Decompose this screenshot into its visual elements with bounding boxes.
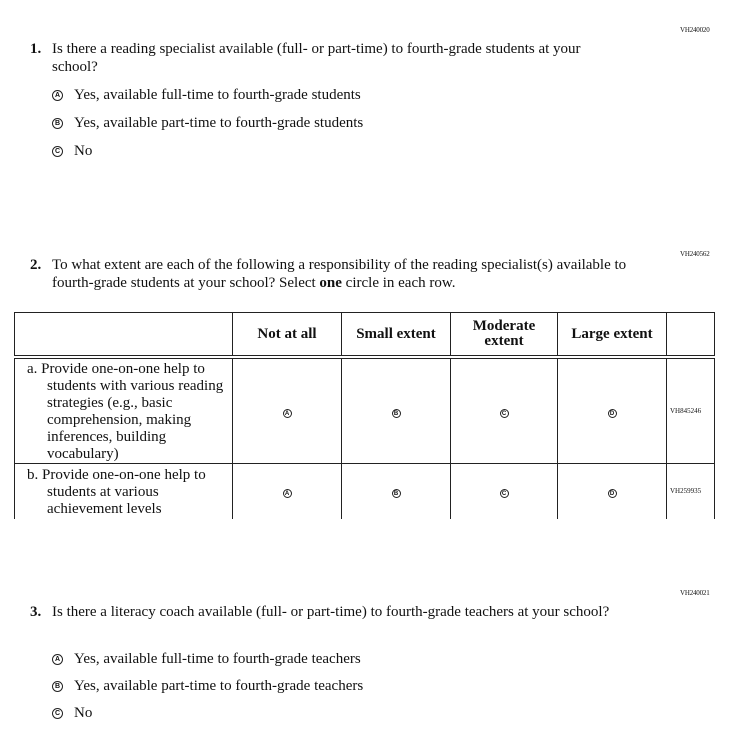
radio-bubble-icon[interactable]: C [52,708,63,719]
radio-bubble-icon[interactable]: A [282,409,292,418]
column-header: Not at all [232,312,342,359]
option-b[interactable]: B Yes, available part-time to fourth-grad… [52,115,363,132]
option-a[interactable]: A Yes, available full-time to fourth-grad… [52,651,361,668]
option-label: Yes, available full-time to fourth-grade… [74,87,361,103]
option-b[interactable]: B Yes, available part-time to fourth-grad… [52,678,363,695]
option-label: Yes, available part-time to fourth-grade… [74,115,364,131]
item-code: VH240020 [680,26,710,34]
option-a[interactable]: A Yes, available full-time to fourth-grad… [52,87,361,104]
radio-bubble-icon[interactable]: C [499,409,509,418]
item-code: VH845246 [666,356,715,464]
option-label: No [74,705,93,721]
radio-bubble-icon[interactable]: C [499,489,509,499]
option-c[interactable]: C No [52,143,92,160]
column-header: Moderate extent [450,312,558,359]
item-code: VH259935 [666,463,715,519]
question-number: 3. [30,604,42,620]
radio-bubble-icon[interactable]: D [607,409,617,418]
header-blank [14,312,233,359]
row-label: b. Provide one-on-one help to students a… [14,463,233,519]
radio-bubble-icon[interactable]: A [52,654,63,665]
question-1: 1. Is there a reading specialist availab… [30,40,630,76]
table-row: b. Provide one-on-one help to students a… [14,463,715,519]
item-code: VH240021 [680,589,710,597]
table-row: a. Provide one-on-one help to students w… [14,356,715,464]
response-table: Not at all Small extent Moderate extent … [14,312,715,519]
question-2: 2. To what extent are each of the follow… [30,256,630,292]
option-label: Yes, available part-time to fourth-grade… [74,678,364,694]
item-code: VH240562 [680,250,710,258]
option-label: Yes, available full-time to fourth-grade… [74,651,361,667]
header-blank [666,312,715,359]
emphasis: one [319,275,342,291]
option-label: No [74,143,93,159]
radio-bubble-icon[interactable]: A [282,489,292,499]
radio-bubble-icon[interactable]: D [607,489,617,499]
question-text: Is there a reading specialist available … [52,41,581,75]
question-3: 3. Is there a literacy coach available (… [30,603,610,621]
radio-bubble-icon[interactable]: B [52,681,63,692]
radio-bubble-icon[interactable]: B [52,118,63,129]
column-header: Large extent [557,312,667,359]
radio-bubble-icon[interactable]: C [52,146,63,157]
row-label: a. Provide one-on-one help to students w… [14,356,233,464]
radio-bubble-icon[interactable]: A [52,90,63,101]
question-number: 2. [30,257,42,273]
radio-bubble-icon[interactable]: B [391,489,401,499]
question-number: 1. [30,41,42,57]
column-header: Small extent [341,312,451,359]
question-text-end: circle in each row. [341,275,456,291]
question-text: Is there a literacy coach available (ful… [52,604,610,620]
question-text: To what extent are each of the following… [52,257,627,291]
option-c[interactable]: C No [52,705,92,722]
radio-bubble-icon[interactable]: B [391,409,401,418]
